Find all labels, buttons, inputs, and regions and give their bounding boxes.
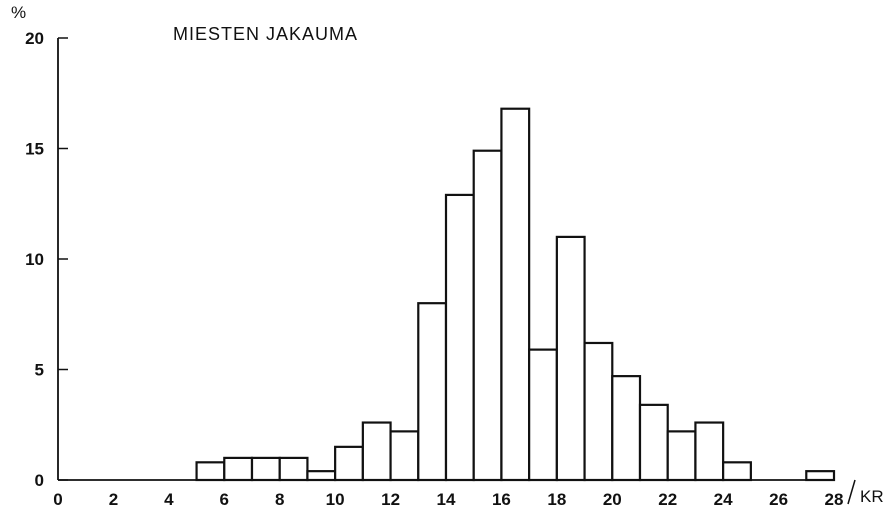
chart-title: MIESTEN JAKAUMA (173, 24, 358, 44)
x-axis-unit-label: KR (860, 487, 884, 506)
x-tick-label: 26 (769, 490, 788, 509)
x-tick-label: 6 (220, 490, 229, 509)
histogram-bar (805, 470, 836, 482)
y-axis-unit-label: % (11, 3, 26, 22)
histogram-bars (195, 107, 836, 482)
histogram-bar (638, 403, 669, 482)
histogram-bar (250, 456, 281, 482)
y-axis-ticks: 0 5 10 15 20 (25, 29, 68, 490)
x-tick-label: 10 (326, 490, 345, 509)
y-tick-label: 10 (25, 250, 44, 269)
histogram-bar (722, 461, 752, 482)
histogram-bar (611, 375, 642, 482)
x-tick-label: 4 (164, 490, 174, 509)
x-tick-label: 28 (825, 490, 844, 509)
x-tick-label: 2 (109, 490, 118, 509)
x-tick-label: 16 (492, 490, 511, 509)
histogram-bar (389, 430, 420, 482)
y-tick-label: 15 (25, 140, 44, 159)
histogram-bar (555, 235, 586, 482)
histogram-bar (417, 302, 448, 482)
histogram-bar (500, 107, 531, 482)
x-tick-label: 20 (603, 490, 622, 509)
x-tick-label: 24 (714, 490, 733, 509)
y-tick-label: 5 (35, 361, 44, 380)
x-tick-label: 18 (547, 490, 566, 509)
histogram-bar (528, 348, 558, 482)
x-tick-label: 8 (275, 490, 284, 509)
histogram-bar (472, 149, 503, 482)
histogram-bar (306, 470, 337, 482)
x-axis-unit-separator (847, 479, 856, 505)
x-axis-ticks: 0 2 4 6 8 10 12 14 16 18 20 22 24 26 28 (53, 490, 843, 509)
x-tick-label: 0 (53, 490, 62, 509)
x-tick-label: 12 (381, 490, 400, 509)
histogram-bar (223, 456, 254, 482)
histogram-bar (278, 456, 309, 482)
y-tick-label: 0 (35, 471, 44, 490)
histogram-bar (444, 193, 475, 482)
histogram-bar (195, 461, 226, 482)
histogram-bar (361, 421, 392, 482)
y-tick-label: 20 (25, 29, 44, 48)
histogram-bar (666, 430, 697, 482)
x-tick-label: 22 (658, 490, 677, 509)
x-tick-label: 14 (437, 490, 456, 509)
histogram-bar (694, 421, 725, 482)
histogram-bar (583, 341, 614, 482)
histogram-bar (334, 445, 364, 482)
